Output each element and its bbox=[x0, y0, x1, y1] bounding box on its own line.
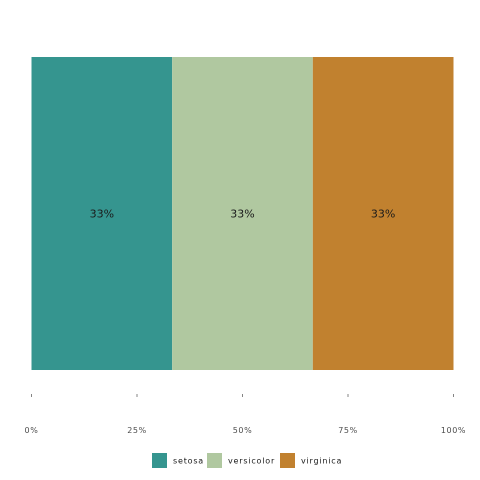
x-tick-label: 50% bbox=[233, 426, 253, 435]
data-label-setosa: 33% bbox=[90, 208, 114, 221]
legend-label-versicolor: versicolor bbox=[228, 457, 275, 466]
x-axis: 0% 25% 50% 75% 100% bbox=[25, 394, 466, 435]
legend-label-setosa: setosa bbox=[173, 457, 204, 466]
x-tick-label: 0% bbox=[25, 426, 39, 435]
data-label-versicolor: 33% bbox=[230, 208, 254, 221]
legend-swatch-virginica bbox=[280, 453, 295, 468]
legend-label-virginica: virginica bbox=[301, 457, 342, 466]
data-label-virginica: 33% bbox=[371, 208, 395, 221]
bar-segment-setosa bbox=[31, 57, 173, 370]
x-tick-label: 25% bbox=[127, 426, 147, 435]
legend-swatch-versicolor bbox=[207, 453, 222, 468]
legend: setosa versicolor virginica bbox=[152, 453, 342, 468]
x-tick-label: 75% bbox=[338, 426, 358, 435]
bar-segment-virginica bbox=[312, 57, 454, 370]
bar-segment-versicolor bbox=[172, 57, 313, 370]
data-labels: 33% 33% 33% bbox=[90, 208, 396, 221]
legend-swatch-setosa bbox=[152, 453, 167, 468]
x-tick-label: 100% bbox=[441, 426, 466, 435]
bar-segments bbox=[31, 57, 454, 370]
